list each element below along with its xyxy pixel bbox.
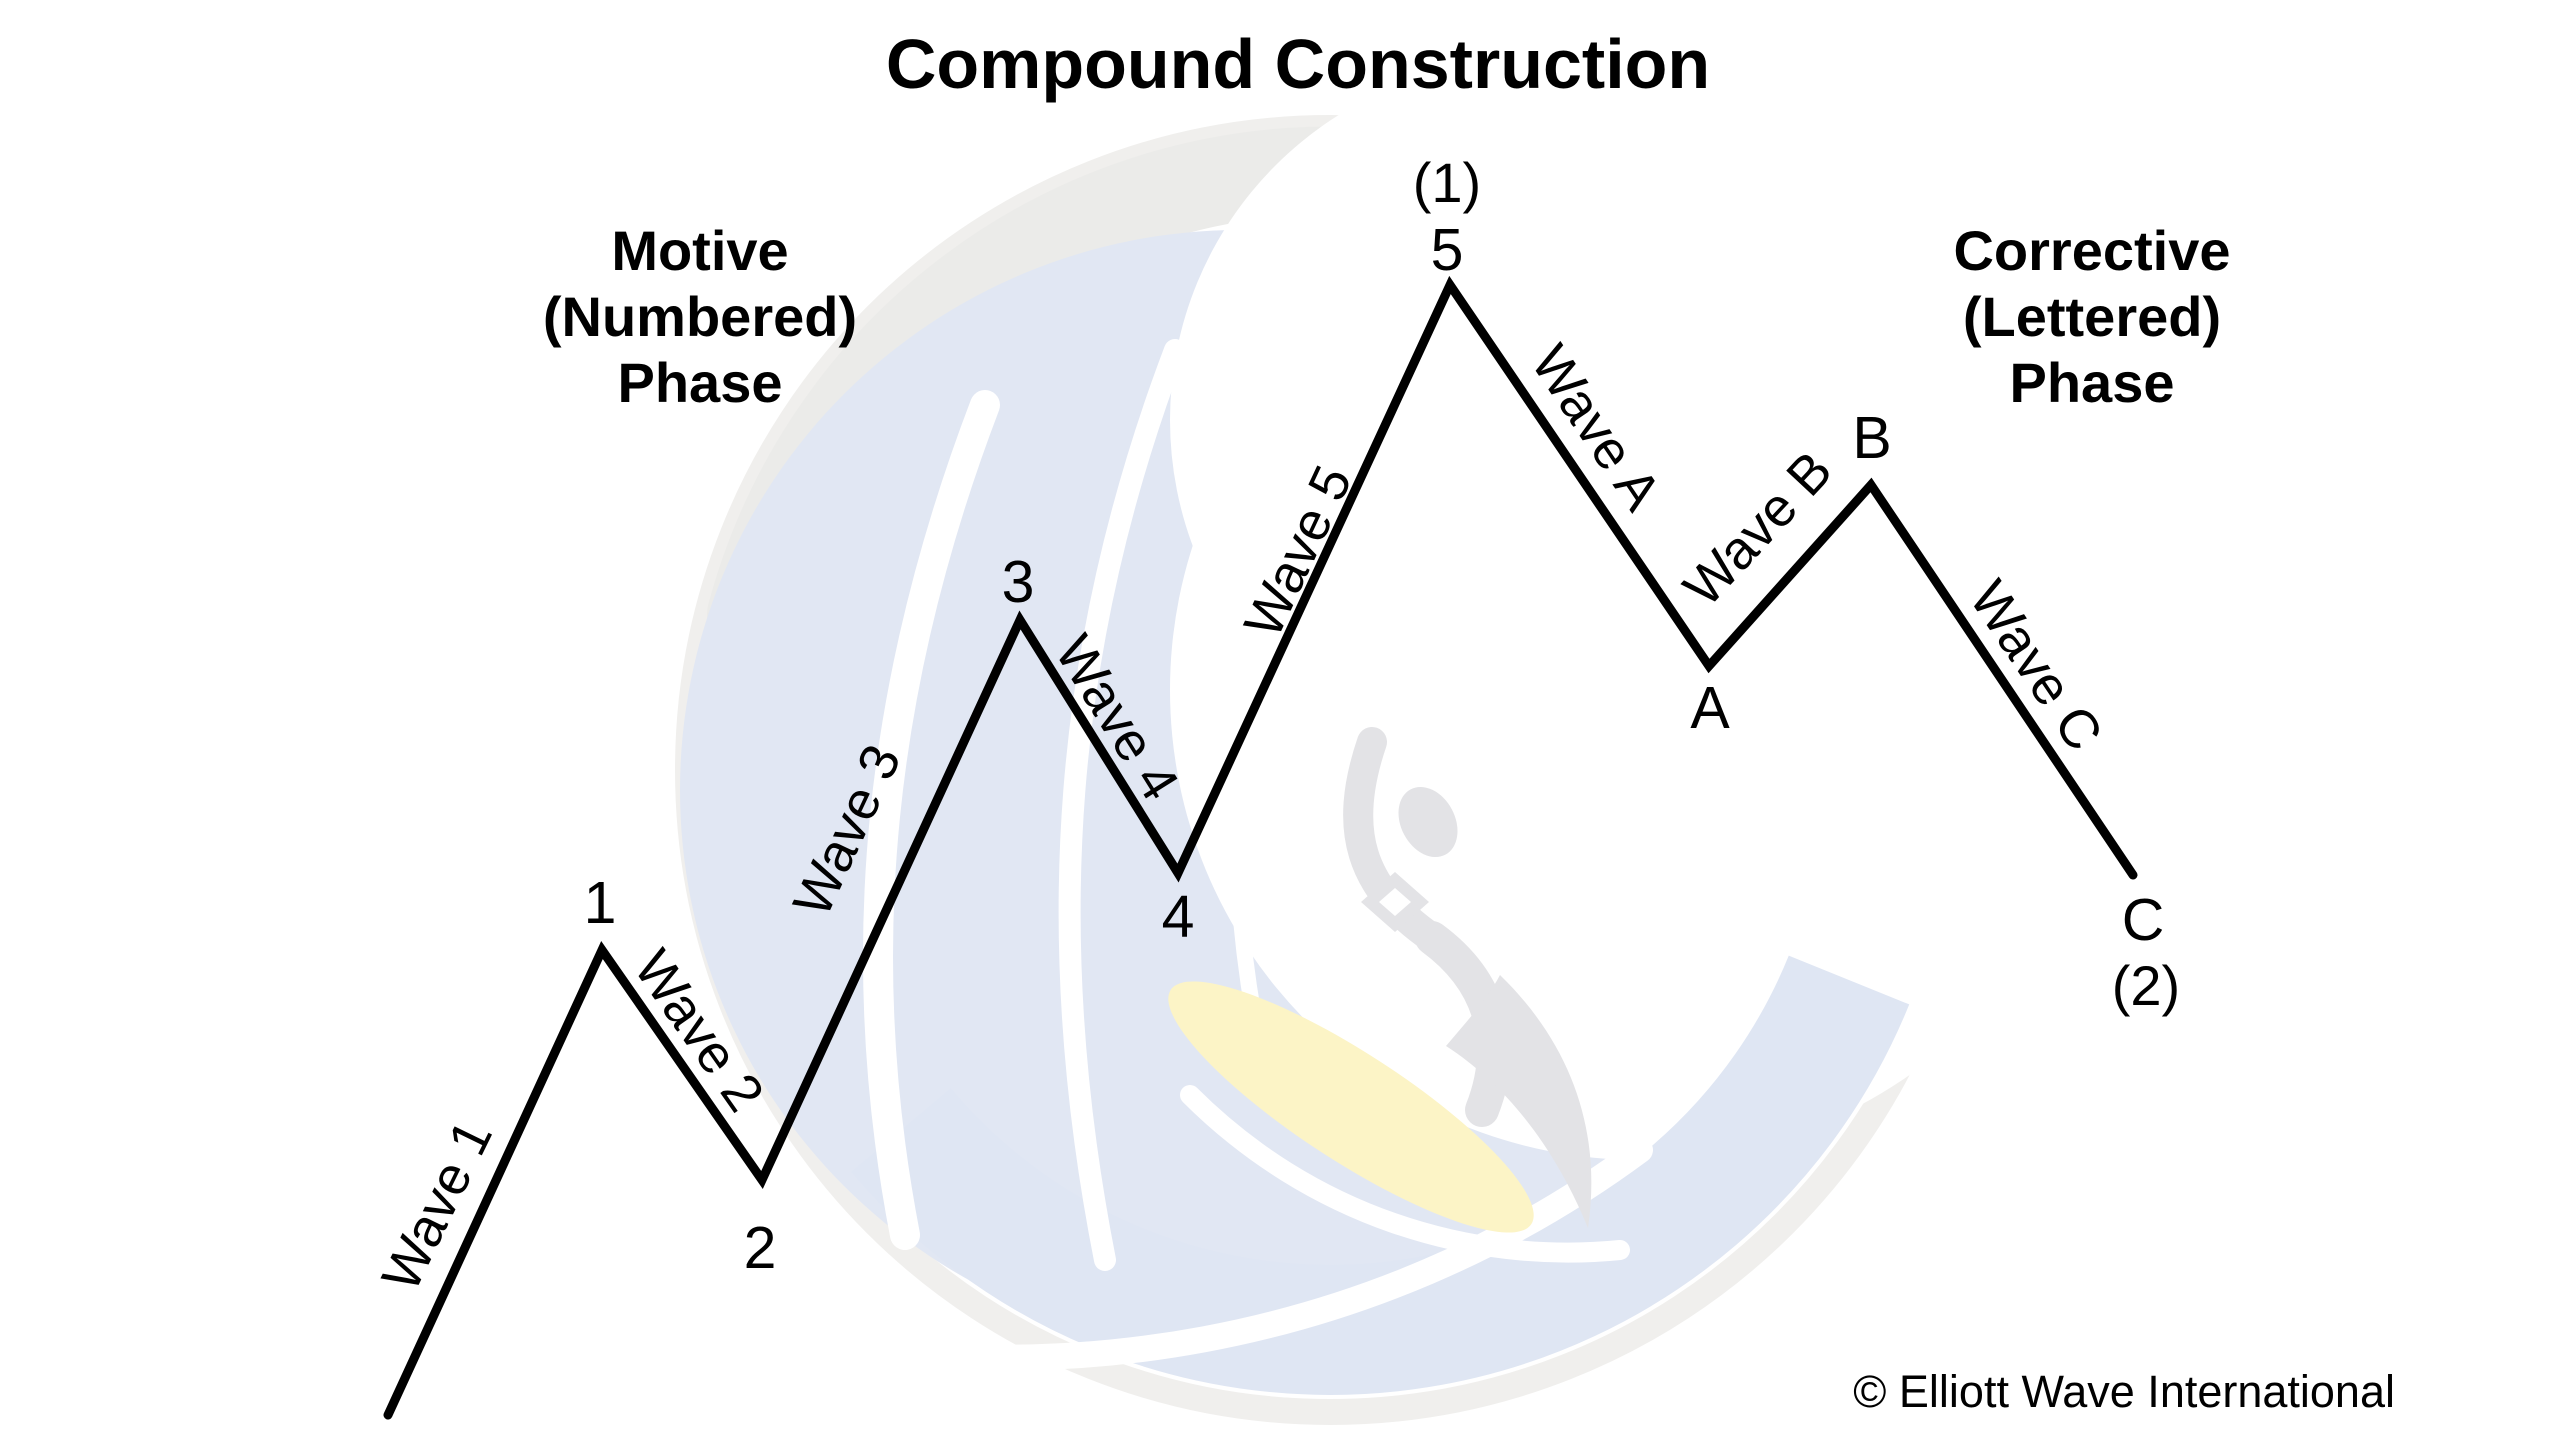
watermark-white-arc5-icon — [1180, 1085, 1630, 1263]
watermark-white-arc1-icon — [862, 390, 1000, 1250]
motive-phase-line3: Phase — [617, 351, 783, 414]
vertex-label-peak-1: 1 — [584, 870, 617, 936]
motive-phase-line1: Motive — [611, 219, 789, 282]
page-title: Compound Construction — [885, 25, 1711, 103]
vertex-label-peak-5: 5 — [1431, 217, 1464, 283]
watermark-white-arc3-icon — [1227, 322, 1338, 1058]
vertex-label-peak-B: B — [1852, 405, 1891, 471]
motive-phase-heading: Motive (Numbered) Phase — [450, 218, 950, 416]
watermark-figure-head-icon — [1398, 786, 1458, 858]
watermark-logo — [675, 60, 2110, 1425]
watermark-white-cutout2-icon — [1170, 60, 1890, 780]
watermark-wave-fin-icon — [1446, 975, 1592, 1228]
vertex-label-peak-3: 3 — [1002, 549, 1035, 615]
vertex-label-trough-A: A — [1690, 675, 1730, 741]
cycle-degree-1: (1) — [1413, 151, 1481, 214]
copyright-notice: © Elliott Wave International — [1853, 1366, 2395, 1417]
watermark-bottom-band-icon — [851, 955, 1910, 1395]
watermark-surfboard-icon — [1168, 981, 1534, 1233]
vertex-label-trough-4: 4 — [1162, 884, 1195, 950]
corrective-phase-line1: Corrective — [1953, 219, 2231, 282]
corrective-phase-line3: Phase — [2009, 351, 2175, 414]
corrective-phase-heading: Corrective (Lettered) Phase — [1842, 218, 2342, 416]
motive-phase-line2: (Numbered) — [542, 285, 858, 348]
watermark-white-arc2-icon — [1058, 339, 1186, 1271]
vertex-label-trough-2: 2 — [744, 1215, 777, 1281]
elliott-wave-path — [383, 275, 2138, 1420]
cycle-degree-2: (2) — [2112, 954, 2180, 1017]
watermark-figure-diamond-hole-icon — [1379, 888, 1411, 916]
corrective-phase-line2: (Lettered) — [1962, 285, 2222, 348]
vertex-label-end-C: C — [2122, 887, 2165, 953]
